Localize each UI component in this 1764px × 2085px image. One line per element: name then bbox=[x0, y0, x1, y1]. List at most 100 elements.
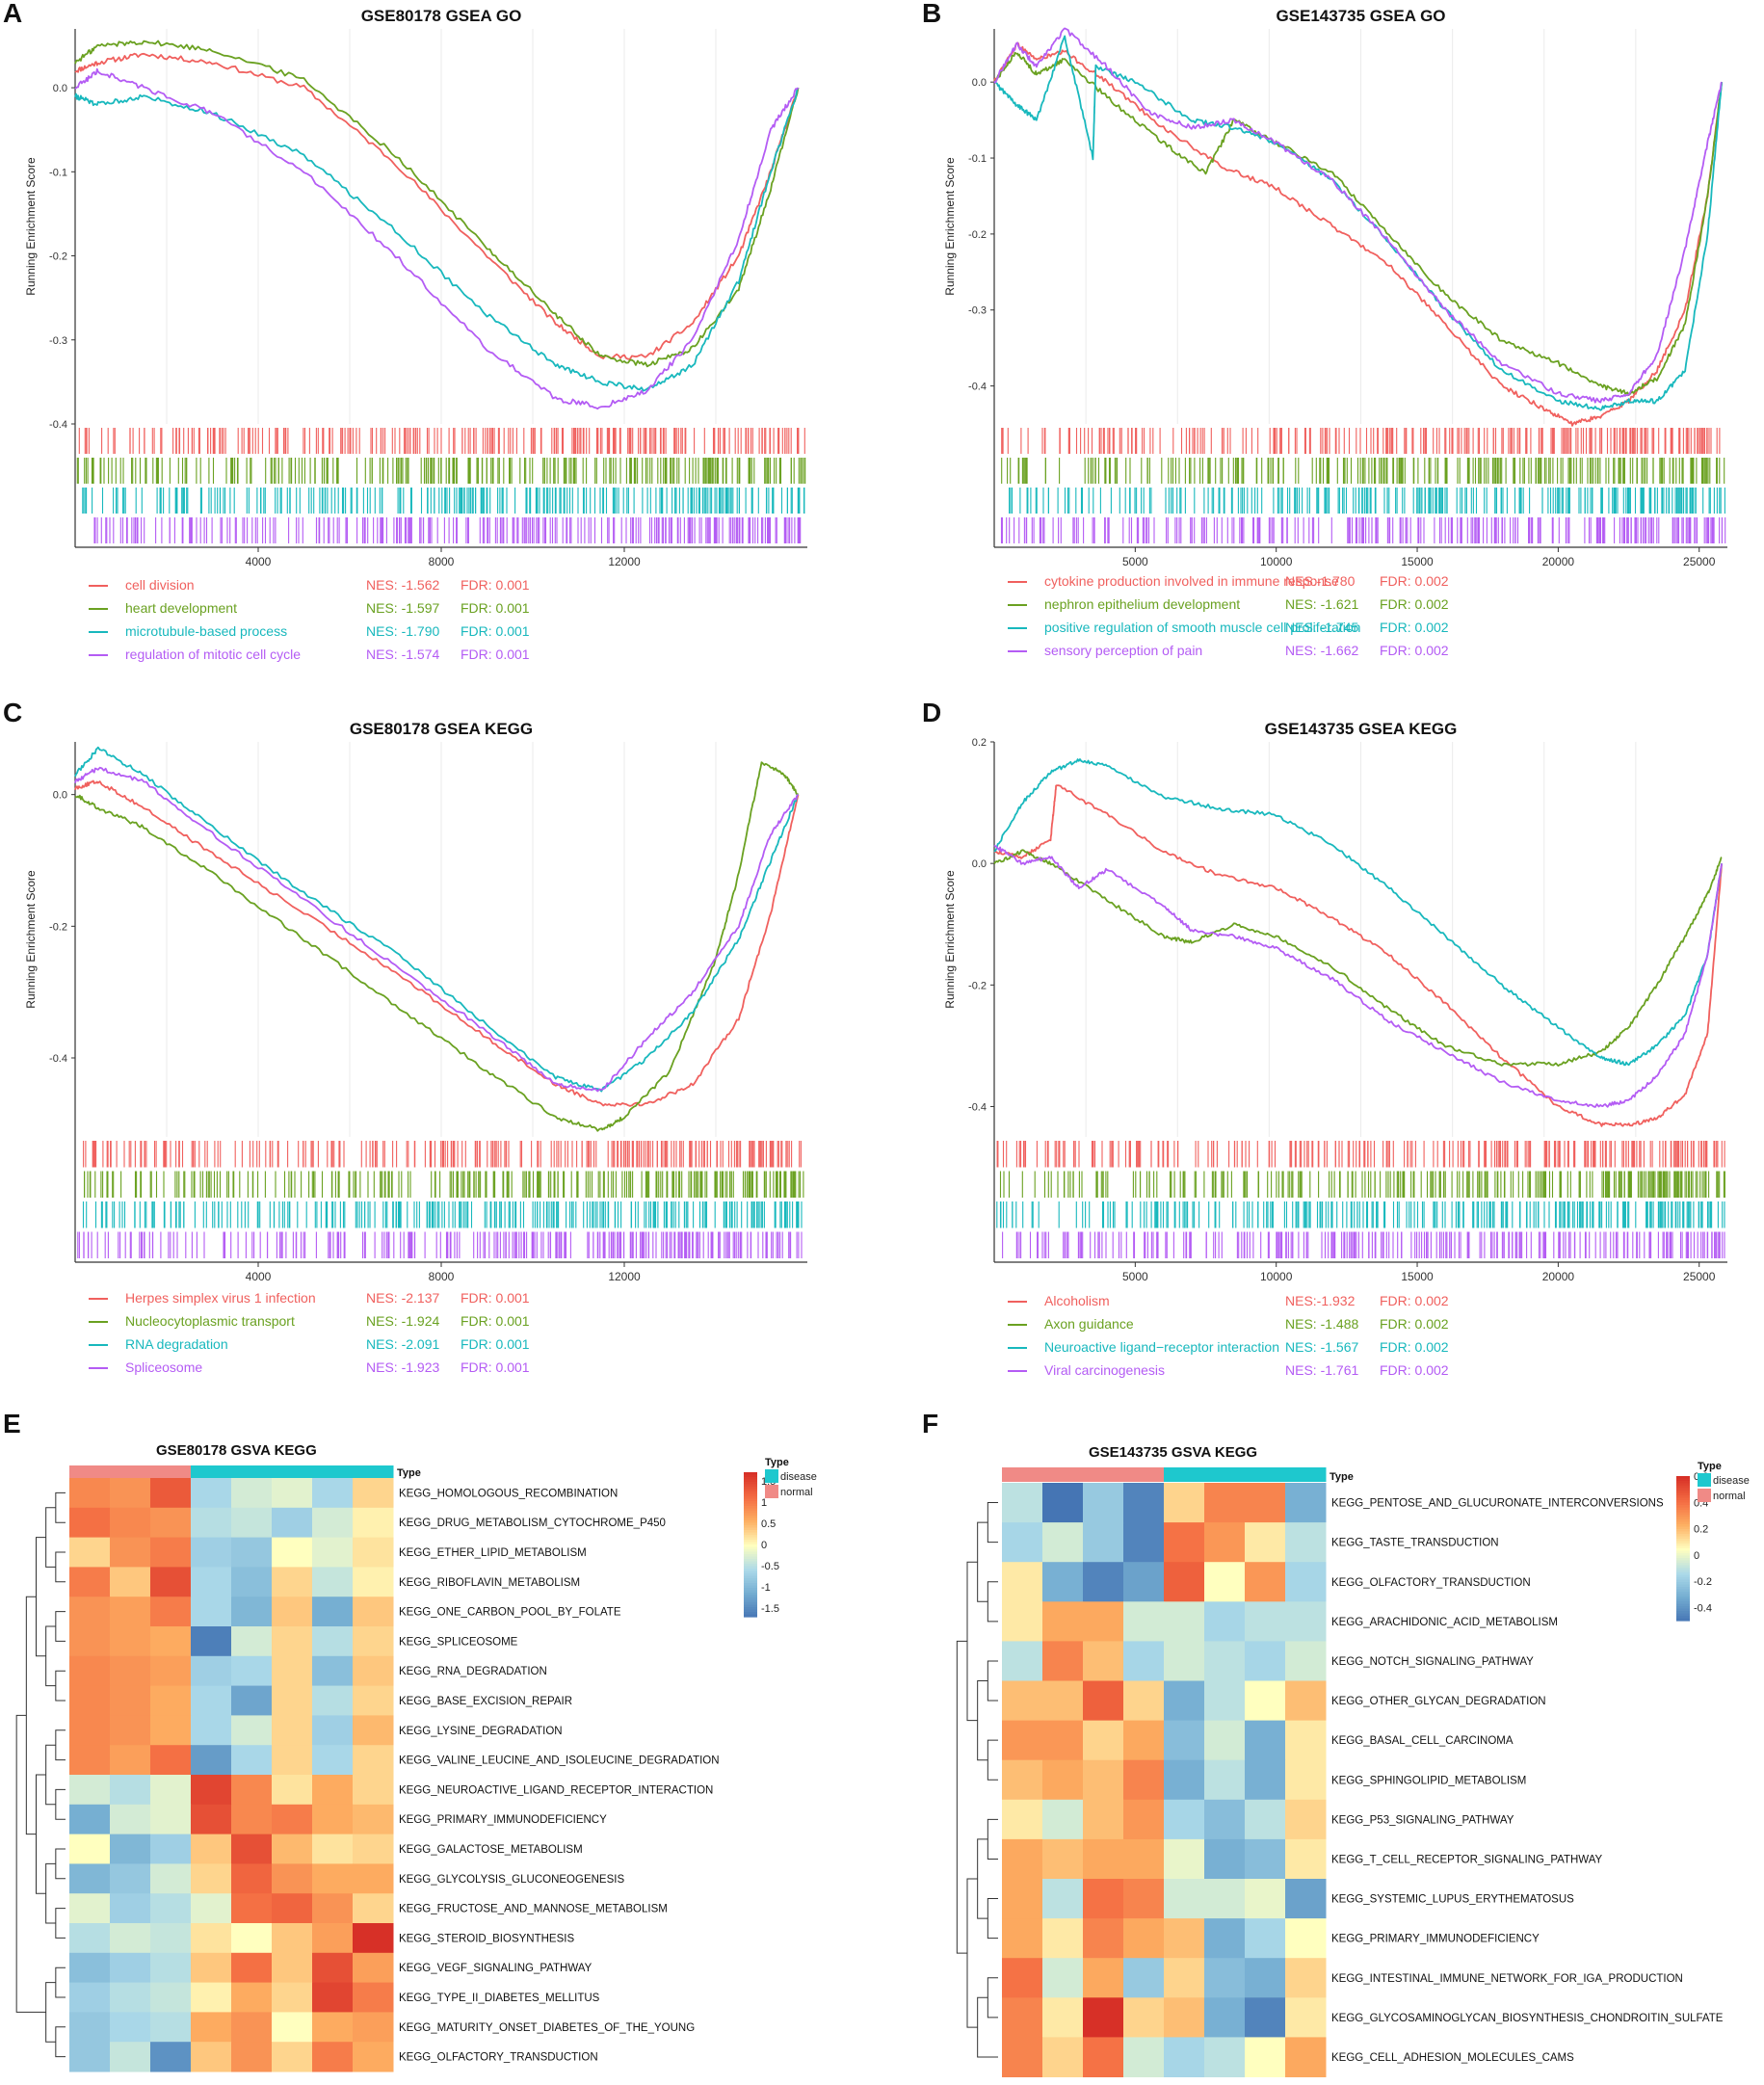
type-legend-label: disease bbox=[780, 1471, 817, 1483]
x-tick-label: 12000 bbox=[608, 555, 641, 568]
heatmap-cell bbox=[110, 1685, 151, 1716]
color-scale-step bbox=[1676, 1565, 1690, 1569]
heatmap-cell bbox=[231, 1834, 273, 1864]
heatmap-panel-e: GSE80178 GSVA KEGG Type KEGG_HOMOLOGOUS_RE… bbox=[15, 1442, 817, 2072]
row-label: KEGG_NOTCH_SIGNALING_PATHWAY bbox=[1331, 1656, 1534, 1668]
heatmap-cell bbox=[150, 1775, 192, 1806]
heatmap-cell bbox=[1164, 1562, 1205, 1602]
color-scale-step bbox=[1676, 1545, 1690, 1549]
heatmap-cell bbox=[1245, 1879, 1286, 1919]
x-tick-label: 25000 bbox=[1683, 1270, 1716, 1283]
type-annotation-cell bbox=[1164, 1467, 1205, 1482]
color-scale-step bbox=[744, 1506, 757, 1510]
color-scale-step bbox=[1676, 1517, 1690, 1520]
dendrogram-branch bbox=[36, 1774, 46, 1894]
panel-label-d: D bbox=[922, 698, 942, 727]
heatmap-cell bbox=[1042, 1680, 1084, 1722]
color-scale-step bbox=[744, 1590, 757, 1594]
color-scale-step bbox=[1676, 1526, 1690, 1530]
heatmap-cell bbox=[231, 1804, 273, 1835]
heatmap-cell bbox=[272, 1537, 313, 1568]
y-tick-label: -0.2 bbox=[49, 251, 67, 263]
y-tick-label: -0.1 bbox=[49, 167, 67, 178]
barcode-row-0 bbox=[1001, 428, 1721, 454]
heatmap-cell bbox=[191, 1567, 232, 1597]
heatmap-cell bbox=[312, 1893, 354, 1924]
heatmap-cell bbox=[1123, 1720, 1165, 1761]
heatmap-cell bbox=[1123, 1879, 1165, 1919]
series-line-3 bbox=[993, 27, 1723, 404]
heatmap-cell bbox=[1123, 1759, 1165, 1801]
heatmap-cell bbox=[150, 1893, 192, 1924]
heatmap-cell bbox=[272, 1626, 313, 1657]
heatmap-cell bbox=[272, 1655, 313, 1687]
heatmap-cell bbox=[110, 1567, 151, 1597]
color-scale-step bbox=[744, 1609, 757, 1613]
heatmap-cell bbox=[1204, 1601, 1246, 1642]
heatmap-cell bbox=[1042, 1958, 1084, 1998]
dendrogram-branch bbox=[55, 1729, 66, 1761]
heatmap-cell bbox=[150, 1863, 192, 1894]
dendrogram-branch bbox=[987, 1818, 998, 1860]
barcode-row-1 bbox=[999, 1171, 1725, 1198]
heatmap-cell bbox=[1083, 1641, 1124, 1681]
row-label: KEGG_VEGF_SIGNALING_PATHWAY bbox=[399, 1963, 592, 1974]
color-scale-step bbox=[1676, 1507, 1690, 1511]
color-scale-step bbox=[744, 1532, 757, 1536]
heatmap-cell bbox=[312, 1715, 354, 1746]
color-scale-tick: 0.5 bbox=[761, 1518, 776, 1530]
heatmap-cell bbox=[191, 1745, 232, 1776]
row-label: KEGG_OLFACTORY_TRANSDUCTION bbox=[399, 2052, 598, 2064]
heatmap-cell bbox=[231, 2012, 273, 2043]
color-scale-step bbox=[1676, 1553, 1690, 1557]
heatmap-cell bbox=[1123, 1680, 1165, 1722]
heatmap-cell bbox=[231, 1685, 273, 1716]
heatmap-cell bbox=[1285, 1720, 1327, 1761]
heatmap-cell bbox=[1123, 1958, 1165, 1998]
heatmap-cell bbox=[1164, 1879, 1205, 1919]
color-scale-tick: -0.2 bbox=[1694, 1576, 1712, 1588]
row-label: KEGG_GLYCOSAMINOGLYCAN_BIOSYNTHESIS_CHON… bbox=[1331, 2013, 1724, 2024]
type-annotation-label: Type bbox=[397, 1467, 421, 1479]
heatmap-cell bbox=[1042, 1562, 1084, 1602]
legend-fdr-3: FDR: 0.001 bbox=[461, 647, 530, 662]
heatmap-cell bbox=[312, 1863, 354, 1894]
heatmap-cell bbox=[191, 1478, 232, 1509]
legend-fdr-2: FDR: 0.001 bbox=[461, 1336, 530, 1352]
legend-label-3: regulation of mitotic cell cycle bbox=[125, 647, 301, 662]
heatmap-cell bbox=[110, 1597, 151, 1627]
heatmap-cell bbox=[1164, 1799, 1205, 1840]
heatmap-cell bbox=[1042, 1918, 1084, 1959]
heatmap-cell bbox=[272, 1804, 313, 1835]
heatmap-cell bbox=[1123, 1838, 1165, 1880]
series-line-3 bbox=[74, 67, 800, 410]
dendrogram-branch bbox=[55, 1491, 66, 1523]
color-scale-step bbox=[1676, 1531, 1690, 1535]
legend-nes-3: NES: -1.923 bbox=[366, 1359, 439, 1375]
heatmap-panel-f: GSE143735 GSVA KEGG Type KEGG_PENTOSE_AND_… bbox=[956, 1444, 1750, 2077]
heatmap-cell bbox=[1285, 1641, 1327, 1681]
series-line-3 bbox=[993, 844, 1723, 1108]
color-scale-step bbox=[744, 1484, 757, 1488]
heatmap-cell bbox=[272, 1775, 313, 1806]
heatmap-cell bbox=[150, 1982, 192, 2013]
dendrogram-branch bbox=[987, 1660, 998, 1702]
color-scale-step bbox=[1676, 1541, 1690, 1544]
heatmap-cell bbox=[110, 1804, 151, 1835]
dendrogram-branch bbox=[977, 1838, 988, 1919]
heatmap-cell bbox=[191, 1597, 232, 1627]
heatmap-cell bbox=[272, 1685, 313, 1716]
color-scale-step bbox=[744, 1511, 757, 1515]
heatmap-cell bbox=[231, 1715, 273, 1746]
heatmap-cell bbox=[110, 1626, 151, 1657]
heatmap-cell bbox=[1042, 1997, 1084, 2038]
heatmap-cell bbox=[110, 2012, 151, 2043]
heatmap-cell bbox=[1002, 1838, 1043, 1880]
legend-fdr-1: FDR: 0.001 bbox=[461, 1313, 530, 1329]
heatmap-cell bbox=[69, 1893, 111, 1924]
heatmap-cell bbox=[353, 1478, 394, 1509]
heatmap-cell bbox=[1002, 1918, 1043, 1959]
dendrogram-branch bbox=[55, 2026, 66, 2058]
x-tick-label: 4000 bbox=[246, 555, 272, 568]
dendrogram-branch bbox=[15, 1714, 46, 2013]
